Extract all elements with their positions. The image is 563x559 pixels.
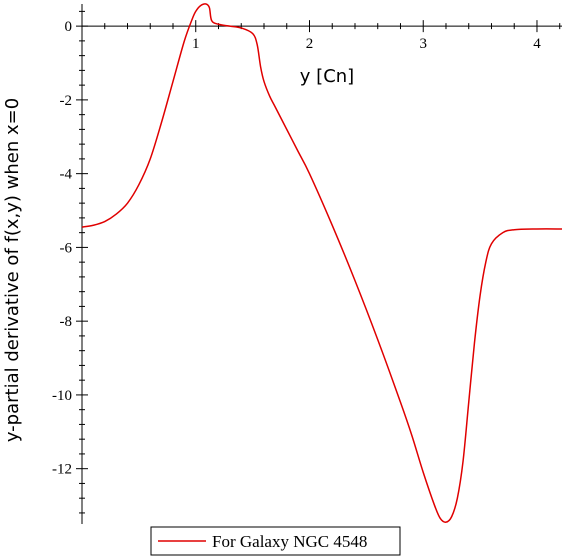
y-tick-label: -4: [60, 167, 73, 183]
legend: For Galaxy NGC 4548: [150, 526, 401, 556]
x-axis-ticks: 1 2 3 4: [192, 20, 541, 52]
plot-area: 1 2 3 4 0 -2 -4 -6 -8 -10 -12: [52, 3, 563, 524]
series-layer: [81, 3, 563, 523]
y-tick-label: -8: [60, 314, 73, 330]
x-axis-label: y [Cn]: [300, 66, 354, 87]
x-tick-label: 4: [533, 36, 541, 52]
y-tick-label: -6: [60, 240, 73, 256]
y-tick-label: -2: [60, 93, 73, 109]
y-tick-label: 0: [65, 19, 73, 35]
x-tick-label: 1: [192, 36, 200, 52]
series-line: [81, 3, 563, 523]
x-tick-label: 3: [419, 36, 427, 52]
legend-label: For Galaxy NGC 4548: [212, 532, 367, 551]
y-axis-ticks: 0 -2 -4 -6 -8 -10 -12: [52, 19, 88, 478]
x-tick-label: 2: [306, 36, 314, 52]
y-tick-label: -12: [52, 462, 72, 478]
y-axis-label: y-partial derivative of f(x,y) when x=0: [2, 98, 23, 442]
y-tick-label: -10: [52, 388, 72, 404]
